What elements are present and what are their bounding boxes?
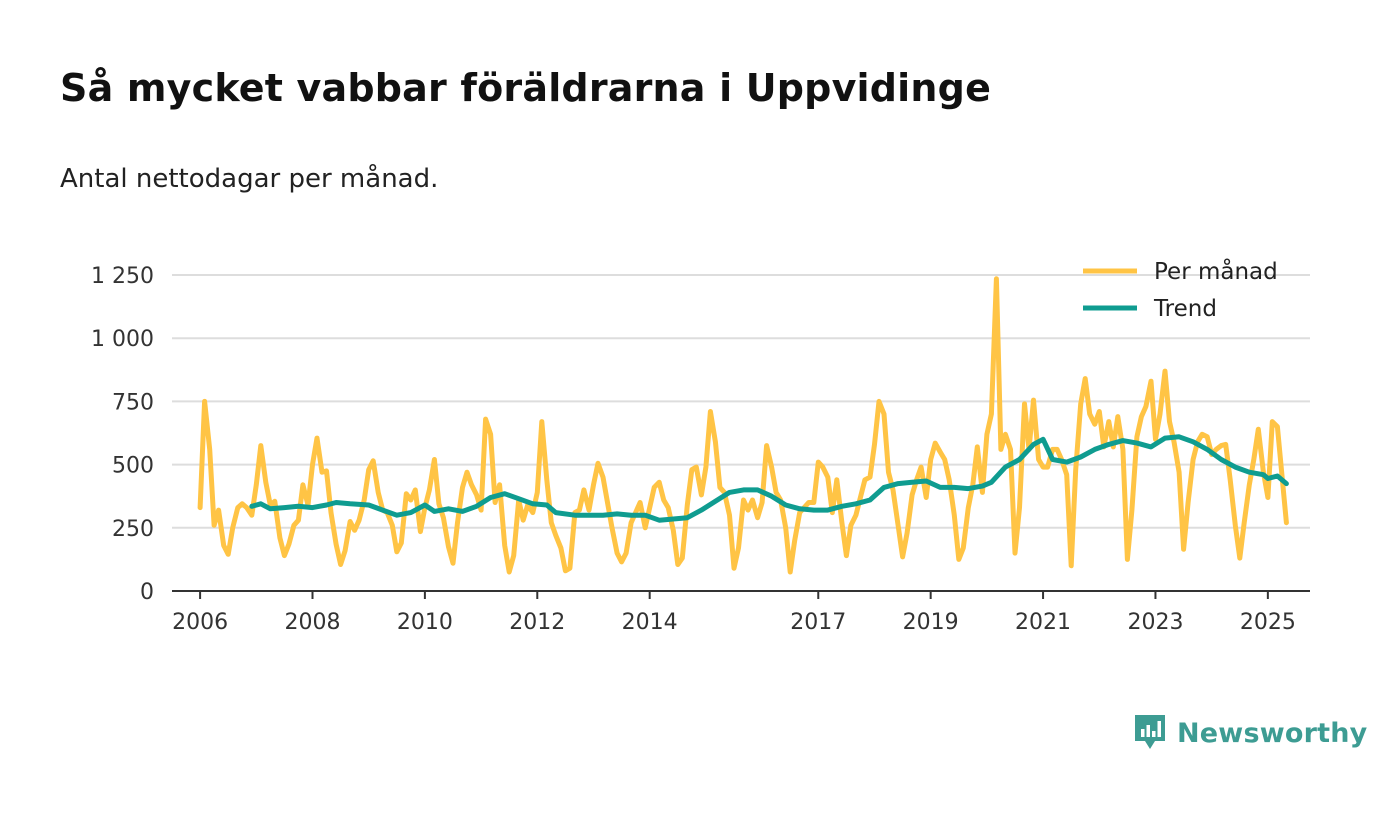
newsworthy-bar-chart-icon [1133, 713, 1167, 753]
chart-title: Så mycket vabbar föräldrarna i Uppviding… [60, 66, 992, 110]
x-tick-label: 2023 [1127, 610, 1183, 635]
legend-label: Per månad [1154, 257, 1278, 285]
newsworthy-logo: Newsworthy [1133, 712, 1367, 754]
x-axis-ticks: 2006 2008 2010 2012 2014 2017 2019 2021 2023 2025 [172, 590, 1310, 635]
y-tick-label: 500 [112, 454, 154, 479]
series-line-trend [249, 434, 1289, 523]
y-tick-label: 250 [112, 517, 154, 542]
x-tick-label: 2008 [284, 610, 340, 635]
legend-label: Trend [1153, 296, 1217, 322]
x-tick-label: 2025 [1240, 610, 1296, 635]
y-axis-ticks: 0 250 500 750 1 000 1 250 [91, 264, 154, 605]
y-tick-label: 0 [140, 580, 154, 605]
brand-name: Newsworthy [1177, 717, 1368, 749]
legend: Per månad Trend [1083, 257, 1278, 322]
y-tick-label: 750 [112, 390, 154, 415]
chart-subtitle: Antal nettodagar per månad. [60, 164, 439, 194]
y-tick-label: 1 250 [91, 264, 154, 289]
series-line-per-manad [197, 276, 1289, 575]
x-tick-label: 2017 [790, 610, 846, 635]
y-tick-label: 1 000 [91, 327, 154, 352]
x-tick-label: 2012 [509, 610, 565, 635]
line-chart: 0 250 500 750 1 000 1 250 2006 2008 2010 2012 201… [91, 257, 1310, 635]
series-lines [197, 276, 1289, 575]
x-tick-label: 2019 [903, 610, 959, 635]
x-tick-label: 2021 [1015, 610, 1071, 635]
x-tick-label: 2010 [397, 610, 453, 635]
x-tick-label: 2006 [172, 610, 228, 635]
x-tick-label: 2014 [622, 610, 678, 635]
